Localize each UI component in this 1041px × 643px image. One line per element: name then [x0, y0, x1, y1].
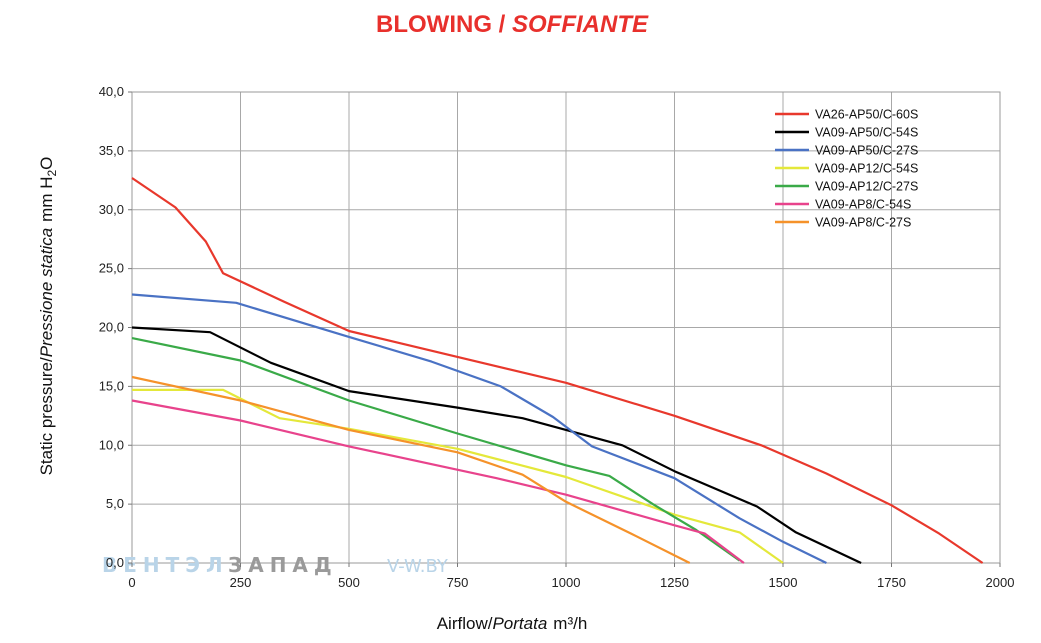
- series-line: [131, 399, 745, 564]
- y-tick-label: 35,0: [99, 143, 124, 158]
- y-axis-label-it: Pressione statica: [37, 228, 56, 357]
- y-axis-label-sep: /: [37, 357, 56, 362]
- x-tick-label: 2000: [986, 575, 1015, 590]
- x-tick-label: 1250: [660, 575, 689, 590]
- x-axis-label: Airflow/Portata m³/h: [437, 614, 588, 633]
- chart-title-separator: /: [492, 11, 512, 38]
- legend-entry: VA09-AP12/C-27S: [815, 180, 918, 194]
- watermark-part1: ВЕНТЭЛ: [102, 553, 229, 577]
- x-tick-label: 750: [447, 575, 469, 590]
- series-line: [131, 337, 741, 562]
- legend-entry: VA09-AP50/C-54S: [815, 126, 918, 140]
- x-tick-label: 0: [128, 575, 135, 590]
- x-tick-label: 500: [338, 575, 360, 590]
- y-axis-label-main: Static pressure: [37, 362, 56, 475]
- x-axis-label-unit: m³/h: [553, 614, 587, 633]
- series-line: [131, 177, 984, 564]
- x-axis-label-sep: /: [488, 614, 493, 633]
- y-axis-label-unit-end: O: [37, 157, 56, 170]
- y-axis-label-unit-sub: 2: [45, 170, 59, 177]
- legend-entry: VA09-AP12/C-54S: [815, 162, 918, 176]
- y-axis-ticks: 0,0 5,0 10,0 15,0 20,0 25,0 30,0 35,0 40,0: [99, 84, 132, 570]
- x-tick-label: 1000: [552, 575, 581, 590]
- chart-title-it: SOFFIANTE: [512, 11, 649, 38]
- y-axis-label: Static pressure/Pressione statica mm H2O: [37, 157, 59, 476]
- series-line: [131, 326, 862, 564]
- grid: [132, 92, 1000, 563]
- series-line: [132, 388, 784, 564]
- watermark: ВЕНТЭЛ ЗАПАД V-W.BY: [102, 553, 449, 577]
- y-tick-label: 5,0: [106, 496, 124, 511]
- watermark-part2: ЗАПАД: [228, 553, 338, 577]
- legend: VA26-AP50/C-60S VA09-AP50/C-54S VA09-AP50/…: [775, 108, 918, 230]
- series-line: [131, 375, 691, 564]
- y-tick-label: 25,0: [99, 261, 124, 276]
- chart-title: BLOWING / SOFFIANTE: [376, 11, 649, 38]
- y-tick-label: 30,0: [99, 202, 124, 217]
- x-tick-label: 250: [230, 575, 252, 590]
- x-tick-label: 1750: [877, 575, 906, 590]
- chart-title-en: BLOWING: [376, 11, 492, 38]
- y-tick-label: 40,0: [99, 84, 124, 99]
- x-axis-ticks: 0 250 500 750 1000 1250 1500 1750 2000: [128, 563, 1014, 590]
- x-axis-label-main: Airflow: [437, 614, 489, 633]
- y-tick-label: 0,0: [106, 555, 124, 570]
- legend-entry: VA09-AP8/C-27S: [815, 216, 911, 230]
- watermark-site: V-W.BY: [387, 556, 449, 577]
- series-lines: [131, 177, 984, 564]
- y-axis-label-unit: mm H: [37, 177, 56, 222]
- legend-entry: VA09-AP50/C-27S: [815, 144, 918, 158]
- x-axis-label-it: Portata: [492, 614, 547, 633]
- legend-entry: VA26-AP50/C-60S: [815, 108, 918, 122]
- y-tick-label: 10,0: [99, 437, 124, 452]
- y-tick-label: 20,0: [99, 320, 124, 335]
- y-tick-label: 15,0: [99, 378, 124, 393]
- x-tick-label: 1500: [769, 575, 798, 590]
- series-line: [131, 293, 827, 564]
- legend-entry: VA09-AP8/C-54S: [815, 198, 911, 212]
